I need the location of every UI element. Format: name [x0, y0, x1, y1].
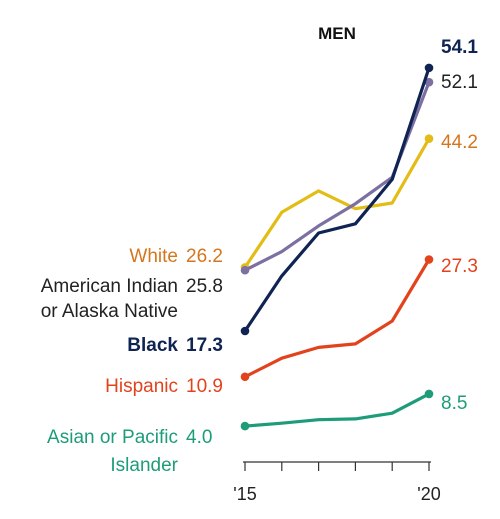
- series-labels: White 26.2 44.2 American Indian or Alaska Na…: [41, 37, 479, 476]
- series-start-value-white: 26.2: [186, 246, 223, 267]
- series-point-asian-start: [240, 421, 250, 431]
- series-point-hispanic-start: [240, 372, 250, 382]
- series-start-value-asian: 4.0: [186, 427, 212, 448]
- x-tick-label: '20: [417, 484, 440, 504]
- series-end-value-hispanic: 27.3: [441, 256, 478, 277]
- series-point-aian-end: [424, 77, 434, 87]
- series-line-white: [243, 137, 431, 269]
- series-name-asian: Islander: [110, 455, 178, 476]
- series-name-aian: or Alaska Native: [41, 301, 178, 322]
- series-name-white: White: [129, 246, 178, 267]
- series-name-asian: Asian or Pacific: [47, 427, 178, 448]
- series-line-hispanic: [243, 257, 431, 379]
- series-point-asian-end: [424, 389, 434, 399]
- series-start-value-aian: 25.8: [186, 276, 223, 297]
- series-end-value-aian: 52.1: [441, 72, 478, 93]
- series-name-aian: American Indian: [41, 276, 178, 297]
- series-line-asian: [243, 392, 431, 428]
- x-axis: '15 '20: [233, 461, 441, 504]
- series-name-hispanic: Hispanic: [105, 376, 178, 397]
- series-point-black-end: [424, 63, 434, 73]
- series-line-black: [243, 66, 431, 333]
- series-start-value-black: 17.3: [186, 335, 223, 356]
- series-end-value-white: 44.2: [441, 132, 478, 153]
- x-tick-label: '15: [233, 484, 256, 504]
- series-end-value-asian: 8.5: [441, 393, 467, 414]
- series-end-value-black: 54.1: [441, 37, 478, 58]
- chart-title: MEN: [318, 24, 356, 43]
- series-point-white-end: [424, 134, 434, 143]
- series-name-black: Black: [127, 335, 178, 356]
- series-point-black-start: [240, 326, 250, 336]
- series-start-value-hispanic: 10.9: [186, 376, 223, 397]
- series-point-hispanic-end: [424, 255, 434, 264]
- series-point-aian-start: [240, 265, 250, 275]
- series-lines: [240, 63, 434, 431]
- series-line-aian: [243, 80, 431, 272]
